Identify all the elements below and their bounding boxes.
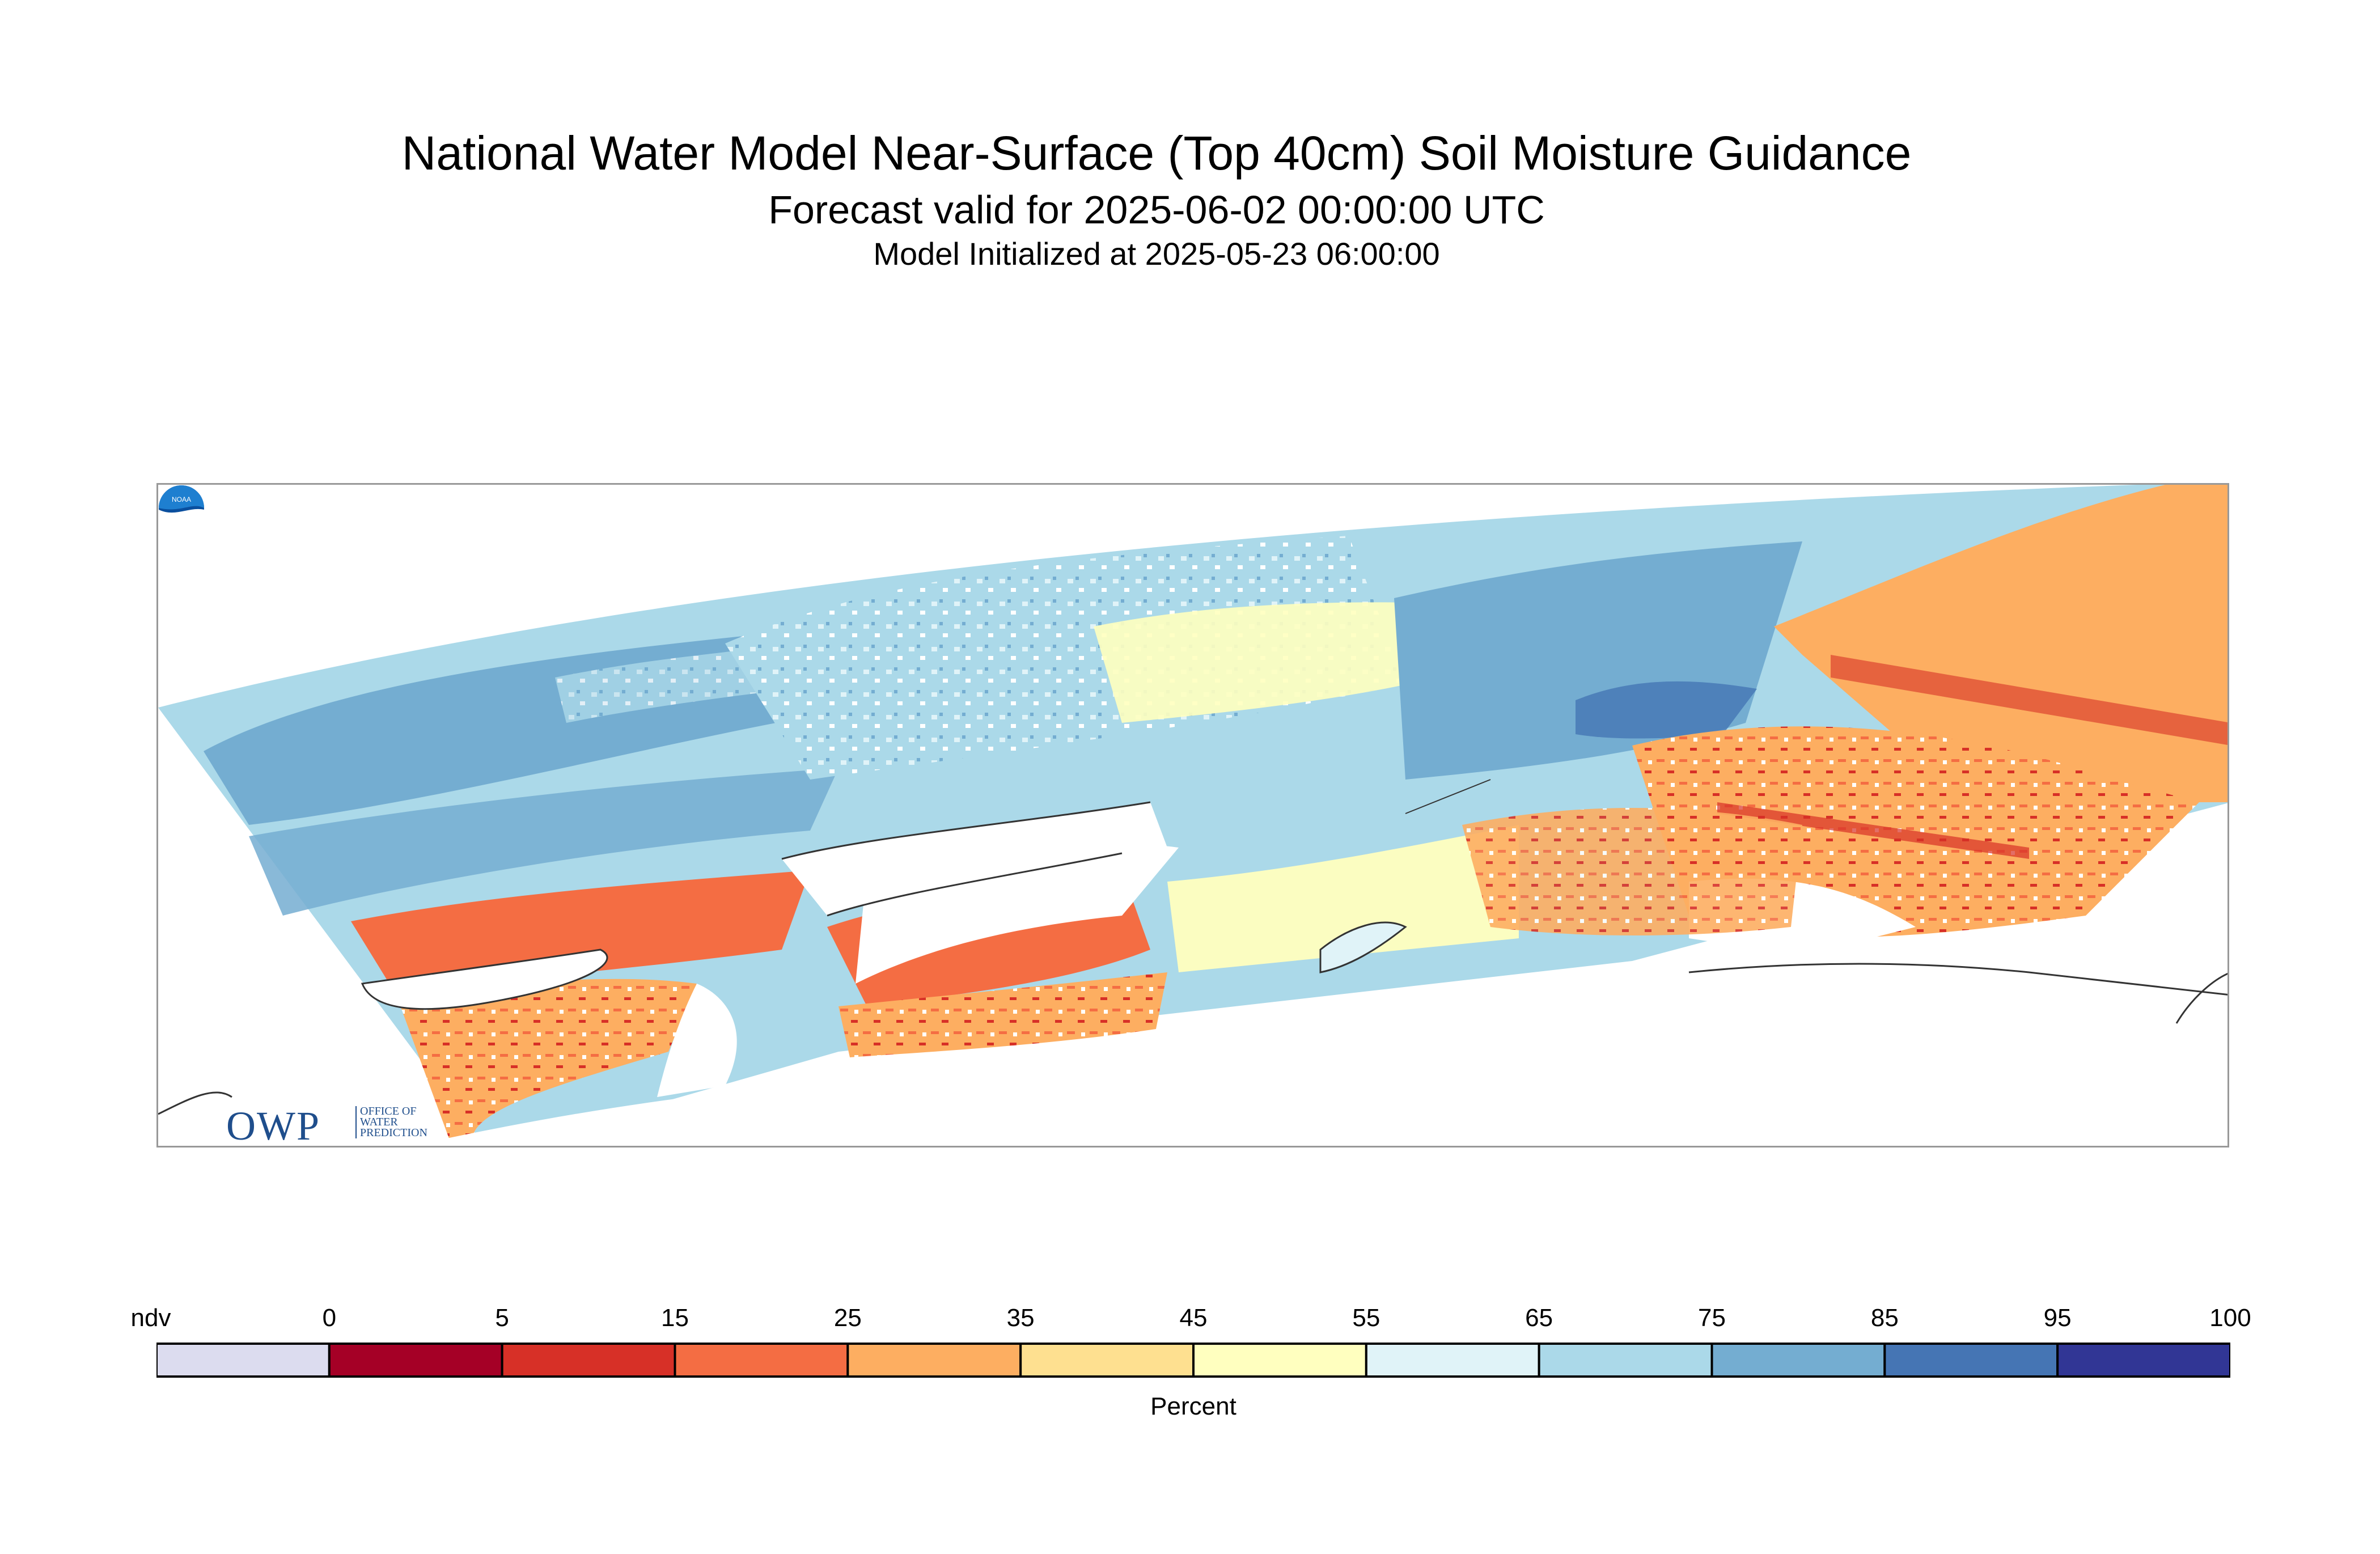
colorbar-bin-75-85 xyxy=(1710,1343,1886,1378)
colorbar-bin-45-55 xyxy=(1192,1343,1367,1378)
map-title: National Water Model Near-Surface (Top 4… xyxy=(401,126,1912,180)
colorbar-bin-55-65 xyxy=(1365,1343,1540,1378)
owp-logo-subtext: OFFICE OF WATER PREDICTION xyxy=(355,1106,427,1138)
owp-logo-text: OWP xyxy=(226,1103,320,1147)
noaa-logo: NOAA xyxy=(159,485,204,531)
colorbar-bin-0-5 xyxy=(328,1343,503,1378)
colorbar-bin-25-35 xyxy=(846,1343,1022,1378)
colorbar-tick-label: 45 xyxy=(1179,1304,1208,1332)
colorbar-tick-label: 100 xyxy=(2209,1304,2251,1332)
noaa-logo-text: NOAA xyxy=(172,496,191,503)
colorbar-bin-15-25 xyxy=(674,1343,849,1378)
owp-logo: OWP OFFICE OF WATER PREDICTION xyxy=(226,1103,442,1146)
colorbar-bin-65-75 xyxy=(1538,1343,1713,1378)
colorbar-label: Percent xyxy=(1150,1392,1236,1420)
colorbar-tick-label: 85 xyxy=(1870,1304,1899,1332)
colorbar-bin-5-15 xyxy=(501,1343,676,1378)
colorbar-bin-85-95 xyxy=(1883,1343,2059,1378)
colorbar-tick-label: 95 xyxy=(2043,1304,2072,1332)
colorbar-tick-label: 5 xyxy=(495,1304,509,1332)
soil-moisture-map xyxy=(158,485,2227,1146)
colorbar-tick-label: 75 xyxy=(1698,1304,1726,1332)
colorbar-tick-label: 55 xyxy=(1352,1304,1380,1332)
colorbar-tick-label: 15 xyxy=(661,1304,689,1332)
map-subtitle: Forecast valid for 2025-06-02 00:00:00 U… xyxy=(768,188,1545,232)
colorbar-tick-label: 35 xyxy=(1006,1304,1035,1332)
colorbar-bin-ndv xyxy=(156,1343,331,1378)
colorbar-tick-label: 0 xyxy=(322,1304,337,1332)
colorbar xyxy=(156,1343,2230,1378)
colorbar-tick-label: 65 xyxy=(1525,1304,1553,1332)
model-init-line: Model Initialized at 2025-05-23 06:00:00 xyxy=(873,236,1440,272)
colorbar-bin-95-100 xyxy=(2056,1343,2230,1378)
map-panel: OWP OFFICE OF WATER PREDICTION NOAA xyxy=(156,483,2229,1147)
colorbar-tick-label: ndv xyxy=(130,1304,171,1332)
colorbar-bin-35-45 xyxy=(1019,1343,1195,1378)
colorbar-tick-label: 25 xyxy=(833,1304,862,1332)
